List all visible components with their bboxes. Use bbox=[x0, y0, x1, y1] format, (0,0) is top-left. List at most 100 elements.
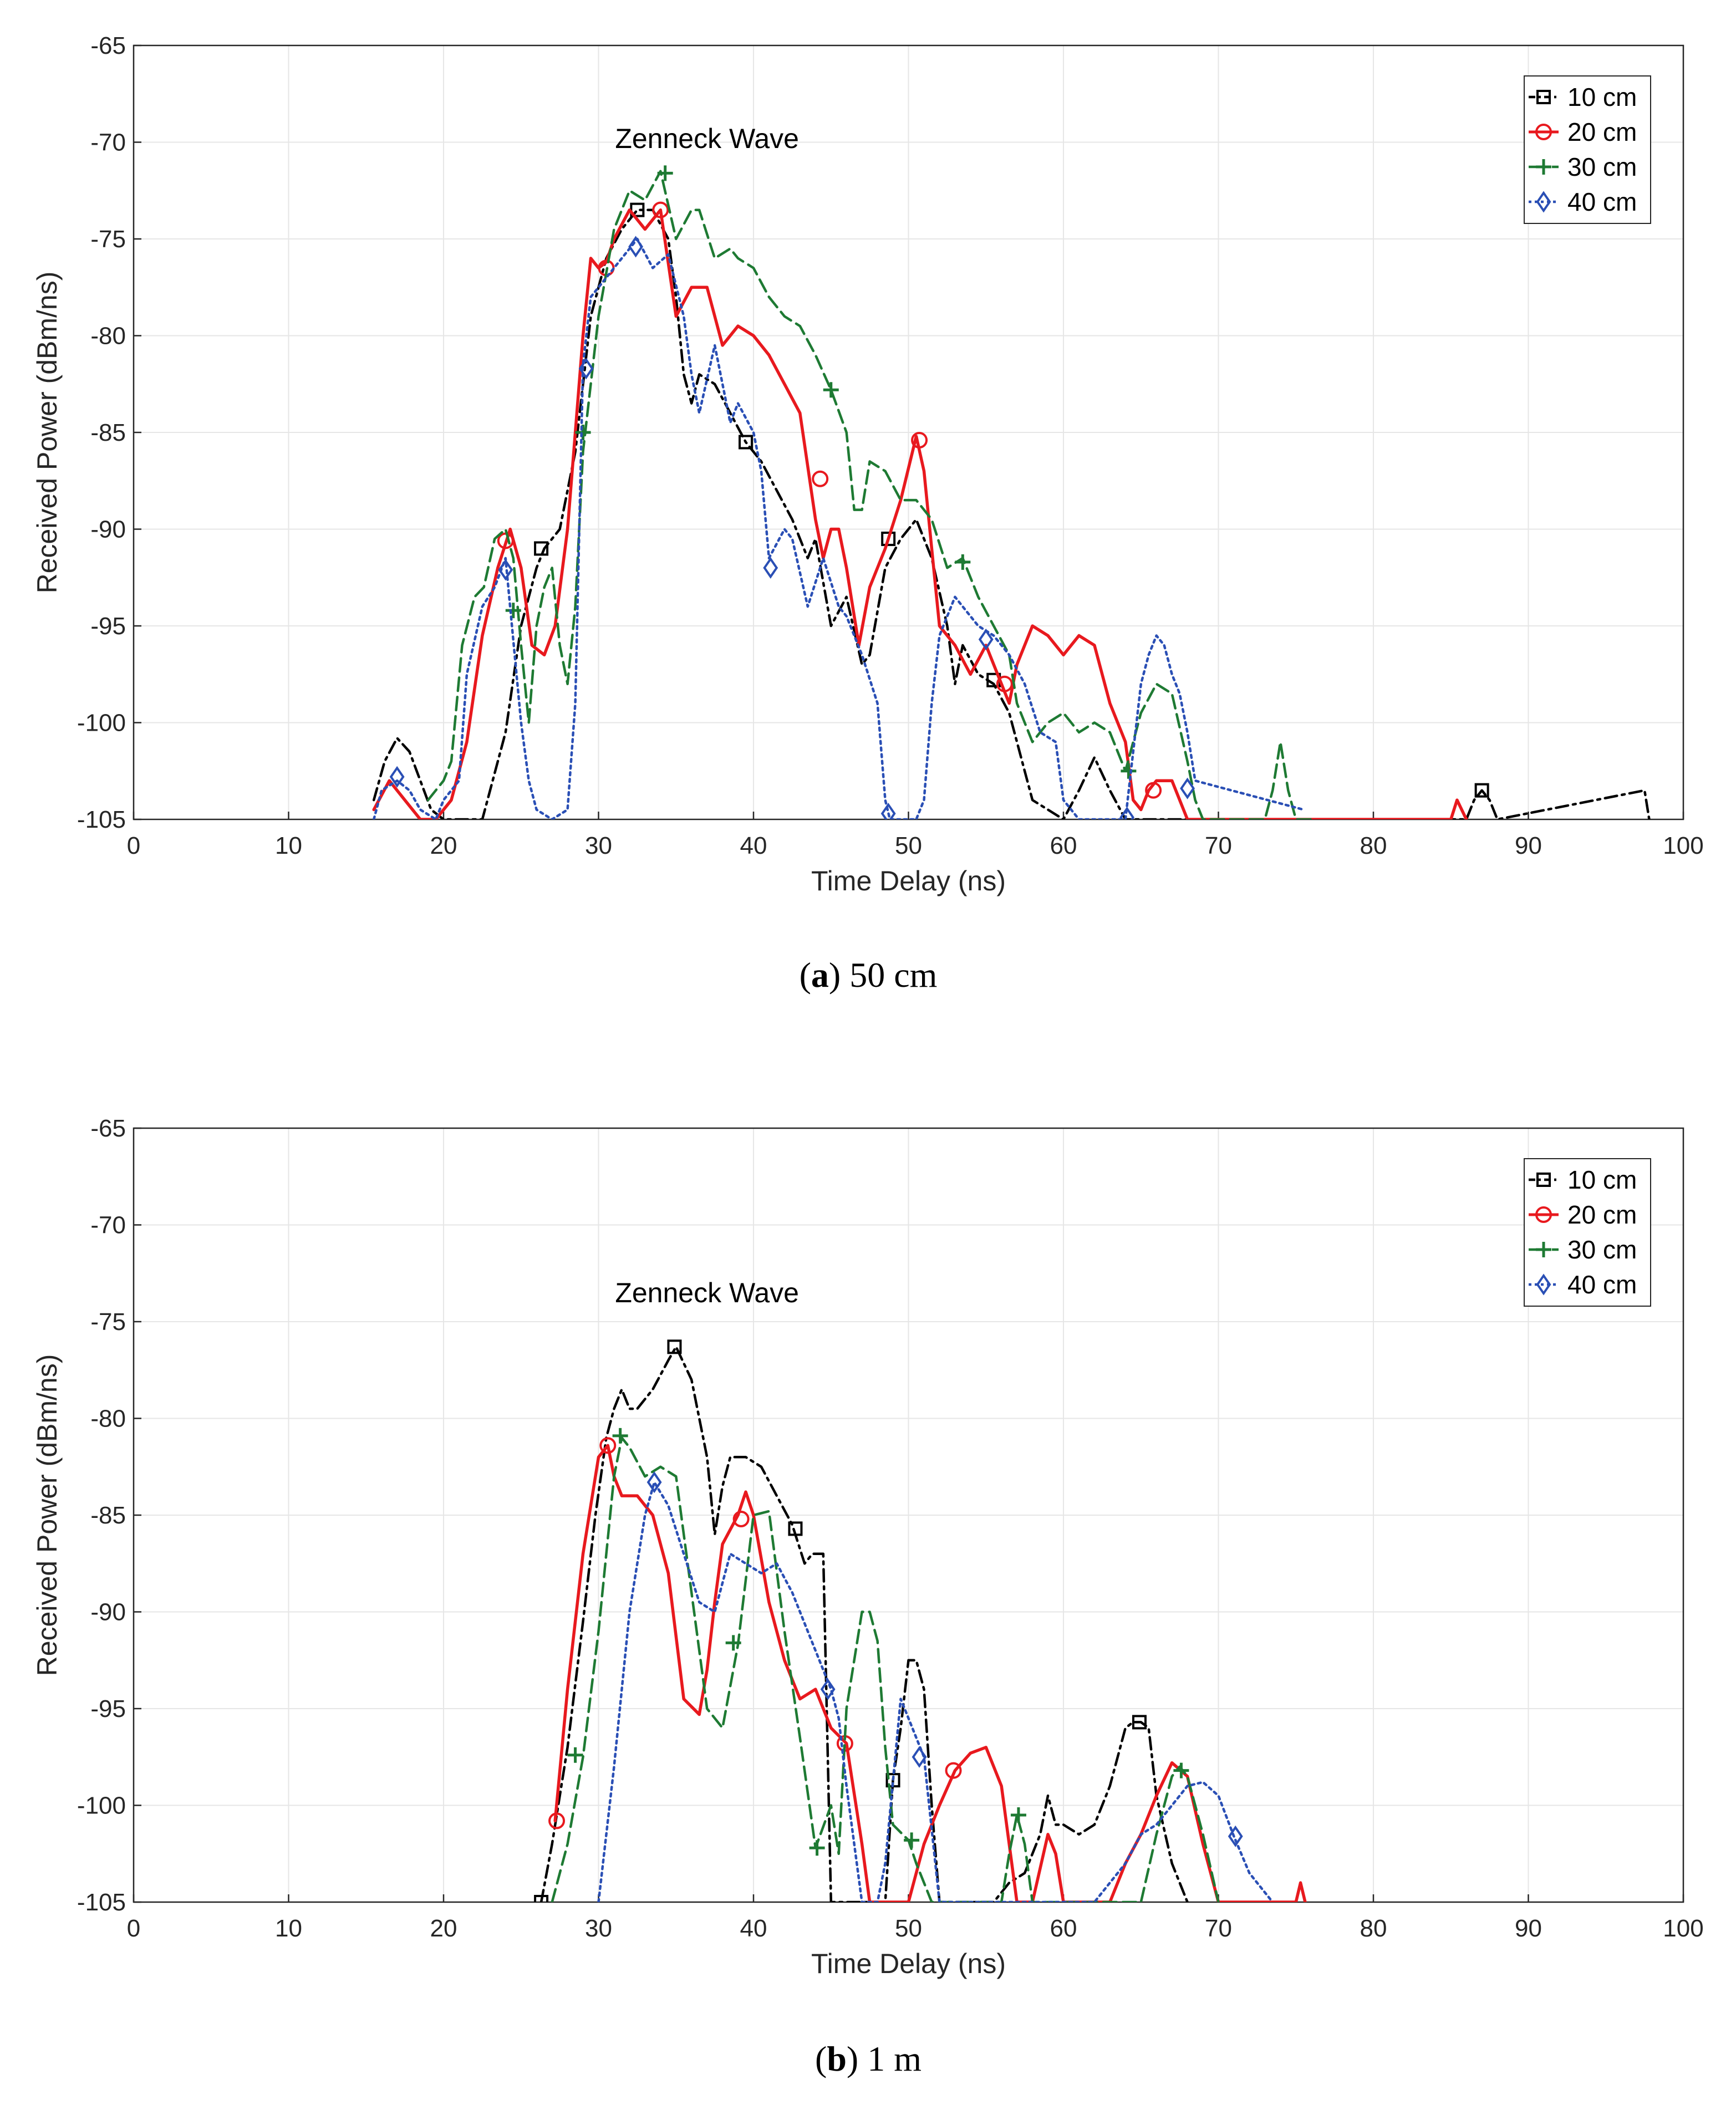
panel-a-legend-label: 40 cm bbox=[1567, 187, 1637, 216]
y-tick-label: -80 bbox=[90, 323, 126, 350]
series-marker-40cm bbox=[880, 802, 896, 819]
series-marker-30cm bbox=[823, 382, 839, 398]
x-tick-label: 90 bbox=[1515, 1915, 1542, 1942]
panel-a-legend-label: 10 cm bbox=[1567, 83, 1637, 111]
panel-b-annotation: Zenneck Wave bbox=[615, 1277, 799, 1308]
x-tick-label: 60 bbox=[1050, 832, 1077, 859]
series-marker-30cm bbox=[657, 165, 673, 181]
x-tick-label: 80 bbox=[1360, 1915, 1387, 1942]
y-tick-label: -65 bbox=[90, 1115, 126, 1142]
y-tick-label: -100 bbox=[77, 710, 126, 737]
series-marker-40cm bbox=[1180, 777, 1195, 799]
panel-a-caption: (a) 50 cm bbox=[800, 955, 938, 995]
panel-a-annotation: Zenneck Wave bbox=[615, 123, 799, 154]
series-marker-30cm bbox=[1173, 1762, 1189, 1778]
y-tick-label: -75 bbox=[90, 1308, 126, 1336]
panel-a: 0 10 20 30 40 50 60 70 80 90 100 -65 -70 -75 -80 -85 -90… bbox=[32, 32, 1704, 995]
y-tick-label: -75 bbox=[90, 226, 126, 253]
x-tick-label: 50 bbox=[895, 1915, 922, 1942]
x-tick-label: 30 bbox=[585, 832, 612, 859]
series-marker-10cm bbox=[1132, 1715, 1147, 1730]
panel-a-legend-entry-40cm: 40 cm bbox=[1529, 187, 1637, 216]
x-tick-label: 10 bbox=[275, 832, 302, 859]
y-tick-label: -80 bbox=[90, 1405, 126, 1433]
series-marker-10cm bbox=[534, 1895, 549, 1902]
panel-a-legend-entry-30cm: 30 cm bbox=[1529, 152, 1637, 181]
x-tick-label: 40 bbox=[740, 1915, 767, 1942]
panel-b-legend: 10 cm 20 cm 30 cm 40 cm bbox=[1524, 1158, 1651, 1307]
x-tick-label: 60 bbox=[1050, 1915, 1077, 1942]
series-marker-40cm bbox=[498, 559, 513, 581]
series-marker-40cm bbox=[578, 358, 594, 380]
series-marker-30cm bbox=[1010, 1807, 1026, 1823]
series-marker-40cm bbox=[628, 236, 644, 258]
panel-a-xlabel: Time Delay (ns) bbox=[811, 865, 1006, 896]
x-tick-label: 0 bbox=[127, 1915, 140, 1942]
series-marker-30cm bbox=[955, 554, 971, 570]
series-marker-40cm bbox=[1228, 1825, 1243, 1847]
series-marker-30cm bbox=[809, 1840, 825, 1856]
panel-b-legend-entry-40cm: 40 cm bbox=[1529, 1270, 1637, 1299]
series-line-30cm bbox=[551, 1436, 1220, 1902]
series-marker-20cm bbox=[732, 1510, 750, 1527]
y-tick-label: -70 bbox=[90, 129, 126, 156]
y-tick-label: -105 bbox=[77, 806, 126, 833]
panel-b-legend-entry-20cm: 20 cm bbox=[1529, 1200, 1637, 1229]
panel-a-legend-entry-10cm: 10 cm bbox=[1529, 83, 1637, 111]
x-tick-label: 50 bbox=[895, 832, 922, 859]
y-tick-label: -85 bbox=[90, 419, 126, 446]
panel-b-ticks: 0 10 20 30 40 50 60 70 80 90 100 -65 -70 -75 -80 -85 -90… bbox=[77, 1115, 1704, 1942]
series-marker-30cm bbox=[904, 1832, 920, 1848]
panel-a-series bbox=[372, 165, 1651, 819]
series-marker-30cm bbox=[612, 1428, 628, 1444]
panel-a-legend-label: 30 cm bbox=[1567, 152, 1637, 181]
panel-a-caption-letter: a bbox=[811, 955, 829, 995]
series-line-10cm bbox=[539, 1345, 1189, 1902]
x-tick-label: 90 bbox=[1515, 832, 1542, 859]
x-tick-label: 20 bbox=[430, 1915, 457, 1942]
series-marker-10cm bbox=[667, 1339, 682, 1354]
y-tick-label: -105 bbox=[77, 1889, 126, 1916]
x-tick-label: 30 bbox=[585, 1915, 612, 1942]
y-tick-label: -95 bbox=[90, 1695, 126, 1722]
y-tick-label: -70 bbox=[90, 1212, 126, 1239]
panel-b-legend-label: 30 cm bbox=[1567, 1235, 1637, 1264]
series-marker-10cm bbox=[534, 541, 549, 556]
series-marker-40cm bbox=[1119, 806, 1135, 819]
x-tick-label: 20 bbox=[430, 832, 457, 859]
series-line-40cm bbox=[372, 237, 1305, 819]
x-tick-label: 100 bbox=[1663, 832, 1703, 859]
series-marker-30cm bbox=[575, 425, 591, 440]
y-tick-label: -95 bbox=[90, 613, 126, 640]
panel-b-caption-letter: b bbox=[827, 2039, 847, 2078]
legend-marker bbox=[1536, 90, 1551, 104]
panel-a-legend: 10 cm 20 cm 30 cm 40 cm bbox=[1524, 75, 1651, 224]
legend-marker bbox=[1536, 1173, 1551, 1187]
series-marker-40cm bbox=[389, 766, 405, 788]
series-marker-30cm bbox=[567, 1747, 583, 1763]
x-tick-label: 80 bbox=[1360, 832, 1387, 859]
y-tick-label: -65 bbox=[90, 32, 126, 59]
series-marker-30cm bbox=[1121, 763, 1137, 779]
panel-b-series bbox=[534, 1339, 1307, 1902]
x-tick-label: 40 bbox=[740, 832, 767, 859]
panel-a-legend-box bbox=[1524, 75, 1651, 224]
series-line-30cm bbox=[426, 170, 1313, 819]
series-marker-20cm bbox=[652, 201, 669, 218]
panel-b-legend-label: 40 cm bbox=[1567, 1270, 1637, 1299]
series-marker-10cm bbox=[739, 435, 754, 450]
x-tick-label: 0 bbox=[127, 832, 140, 859]
panel-b-ylabel: Received Power (dBm/ns) bbox=[32, 1354, 63, 1676]
panel-b-legend-entry-30cm: 30 cm bbox=[1529, 1235, 1637, 1264]
series-marker-20cm bbox=[599, 1437, 617, 1454]
series-marker-40cm bbox=[912, 1746, 927, 1768]
legend-marker bbox=[1536, 1273, 1551, 1296]
panel-b-caption-text: 1 m bbox=[867, 2039, 922, 2078]
series-marker-20cm bbox=[812, 470, 829, 487]
panel-b-legend-label: 10 cm bbox=[1567, 1165, 1637, 1194]
series-marker-40cm bbox=[820, 1678, 836, 1700]
panel-a-ylabel: Received Power (dBm/ns) bbox=[32, 272, 63, 594]
y-tick-label: -85 bbox=[90, 1502, 126, 1529]
